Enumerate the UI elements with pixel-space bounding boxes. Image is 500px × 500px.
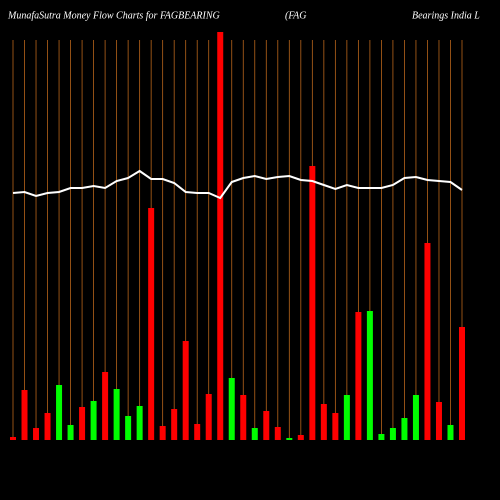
bar: [21, 390, 28, 440]
bar: [125, 416, 132, 440]
bar: [286, 438, 293, 440]
bar: [424, 243, 431, 440]
bar: [102, 372, 109, 440]
chart-title-right: Bearings India L: [412, 10, 480, 21]
bar: [435, 402, 442, 440]
bar: [159, 426, 166, 440]
bar: [56, 385, 63, 440]
chart-subtitle: (FAG: [285, 10, 306, 21]
bar: [366, 311, 373, 440]
bar: [412, 395, 419, 440]
bar: [136, 406, 143, 440]
bar: [148, 208, 155, 440]
bar: [90, 401, 97, 440]
bar: [378, 434, 385, 440]
bar: [274, 427, 281, 440]
bar: [320, 404, 327, 440]
bar: [194, 424, 201, 440]
bar: [401, 418, 408, 440]
bar: [297, 435, 304, 440]
bar: [205, 394, 212, 440]
bar: [240, 395, 247, 440]
bar: [228, 378, 235, 440]
bar: [33, 428, 40, 440]
bar: [44, 413, 51, 440]
bar: [67, 425, 74, 440]
money-flow-line: [12, 169, 463, 200]
bar: [389, 428, 396, 440]
bar: [309, 166, 316, 440]
bar: [217, 32, 224, 440]
bar: [263, 411, 270, 440]
bar: [171, 409, 178, 440]
bar: [447, 425, 454, 440]
bar: [343, 395, 350, 440]
bar: [79, 407, 86, 440]
bar: [332, 413, 339, 440]
bar: [355, 312, 362, 440]
bar: [459, 327, 465, 440]
bar: [10, 437, 16, 440]
bar: [113, 389, 120, 440]
bar: [251, 428, 258, 440]
bar: [182, 341, 189, 440]
chart-title: MunafaSutra Money Flow Charts for FAGBEA…: [7, 10, 220, 21]
